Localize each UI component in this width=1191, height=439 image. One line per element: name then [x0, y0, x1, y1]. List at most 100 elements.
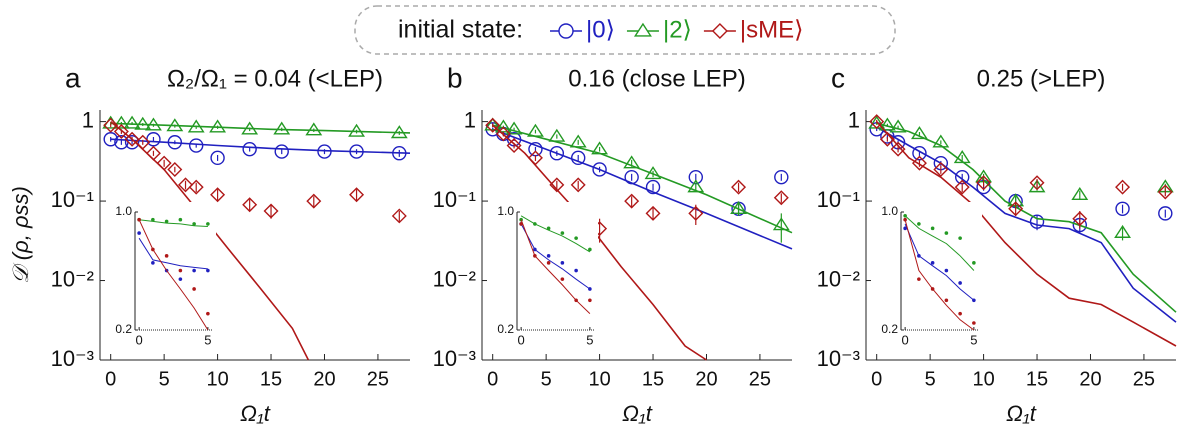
- data-point: [592, 162, 607, 177]
- inset-point: [192, 268, 196, 273]
- inset-point: [546, 254, 551, 258]
- inset-point: [151, 247, 155, 252]
- data-point: [879, 131, 895, 147]
- legend-label: |sME⟩: [740, 16, 804, 43]
- inset-x-tick-label: 5: [586, 332, 593, 347]
- data-point: [1114, 224, 1131, 238]
- inset-point: [206, 311, 210, 316]
- x-axis-label: Ω₁t: [240, 401, 271, 426]
- data-point: [485, 117, 501, 133]
- inset-point: [972, 321, 976, 325]
- data-point: [209, 119, 227, 133]
- inset-point: [137, 231, 141, 235]
- inset-point: [151, 217, 155, 222]
- data-point: [145, 145, 161, 161]
- x-tick-label: 20: [1079, 368, 1101, 390]
- inset-point: [533, 222, 537, 226]
- data-point: [1029, 175, 1045, 191]
- inset-y-tick-label: 0.2: [115, 322, 132, 336]
- inset-x-tick-label: 5: [970, 332, 977, 347]
- inset-point: [917, 222, 921, 226]
- data-point: [569, 134, 587, 148]
- data-point: [548, 128, 566, 142]
- y-tick-label: 10⁻³: [51, 346, 94, 371]
- data-point: [167, 135, 183, 150]
- data-point: [954, 179, 970, 195]
- data-point: [124, 131, 140, 147]
- inset-y-tick-label: 1.0: [881, 204, 898, 218]
- fit-line: [110, 138, 411, 154]
- data-point: [1158, 206, 1173, 221]
- y-tick-label: 10⁻³: [817, 346, 860, 371]
- inset-background: [871, 202, 982, 352]
- inset-x-tick-label: 0: [902, 332, 909, 347]
- inset-fit-line: [520, 215, 591, 253]
- y-tick-label: 1: [848, 107, 860, 132]
- data-point: [549, 146, 565, 161]
- x-axis-label: Ω₁t: [622, 401, 653, 426]
- data-point: [348, 123, 365, 137]
- panel-title: 0.25 (>LEP): [977, 65, 1106, 92]
- inset-point: [903, 213, 907, 218]
- inset-point: [560, 231, 565, 235]
- data-point: [911, 155, 927, 171]
- inset-point: [944, 231, 949, 235]
- data-point: [591, 141, 609, 155]
- data-point: [210, 150, 225, 166]
- y-tick-label: 10⁻²: [51, 266, 94, 291]
- data-point: [273, 121, 291, 135]
- data-point: [889, 119, 907, 133]
- fit-line: [876, 121, 1177, 347]
- data-point: [189, 138, 204, 153]
- inset-fit-line: [138, 219, 209, 331]
- data-point: [527, 150, 543, 166]
- inset-point: [546, 261, 551, 265]
- x-tick-label: 20: [695, 368, 717, 390]
- data-point: [890, 141, 906, 157]
- data-point: [188, 179, 204, 195]
- x-tick-label: 10: [588, 368, 610, 390]
- inset-point: [533, 247, 537, 252]
- panel-title: 0.16 (close LEP): [568, 65, 745, 92]
- data-point: [912, 146, 927, 161]
- inset-point: [930, 287, 935, 291]
- inset-y-tick-label: 0.2: [881, 322, 898, 336]
- panel-label: c: [831, 62, 845, 93]
- x-tick-label: 10: [206, 368, 228, 390]
- legend-marker: [633, 22, 652, 37]
- data-point: [124, 135, 140, 150]
- inset-fit-line: [904, 215, 975, 271]
- y-axis-label: 𝒟 (ρ, ρss): [8, 186, 33, 284]
- data-point: [263, 203, 279, 219]
- inset-point: [164, 254, 169, 258]
- inset-point: [903, 226, 907, 231]
- data-point: [773, 190, 789, 206]
- inset-x-tick-label: 0: [136, 332, 143, 347]
- data-point: [391, 208, 407, 224]
- data-point: [210, 187, 226, 203]
- data-point: [570, 177, 586, 193]
- data-point: [103, 132, 118, 147]
- inset-fit-line: [904, 223, 975, 301]
- data-point: [178, 177, 194, 193]
- x-tick-label: 15: [1026, 368, 1048, 390]
- inset-fit-line: [138, 237, 208, 270]
- inset-point: [151, 261, 155, 265]
- inset-point: [560, 261, 565, 265]
- inset-point: [178, 268, 183, 273]
- y-tick-label: 1: [464, 107, 476, 132]
- inset-point: [546, 226, 551, 231]
- data-point: [549, 177, 565, 193]
- inset-point: [903, 217, 907, 222]
- data-point: [1029, 214, 1045, 229]
- data-point: [624, 193, 640, 209]
- x-tick-label: 0: [487, 368, 498, 390]
- data-point: [1157, 184, 1173, 200]
- x-tick-label: 10: [972, 368, 994, 390]
- inset-point: [944, 298, 949, 303]
- data-point: [731, 179, 747, 195]
- inset-point: [574, 298, 578, 303]
- y-tick-label: 10⁻¹: [433, 187, 476, 212]
- data-point: [166, 118, 184, 132]
- y-tick-label: 10⁻¹: [51, 187, 94, 212]
